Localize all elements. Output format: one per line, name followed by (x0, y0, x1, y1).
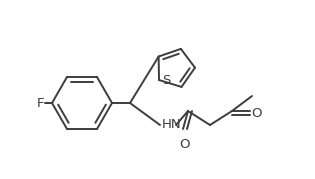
Text: S: S (162, 74, 170, 86)
Text: O: O (179, 138, 189, 151)
Text: F: F (37, 96, 44, 110)
Text: O: O (251, 107, 261, 120)
Text: HN: HN (162, 118, 182, 132)
